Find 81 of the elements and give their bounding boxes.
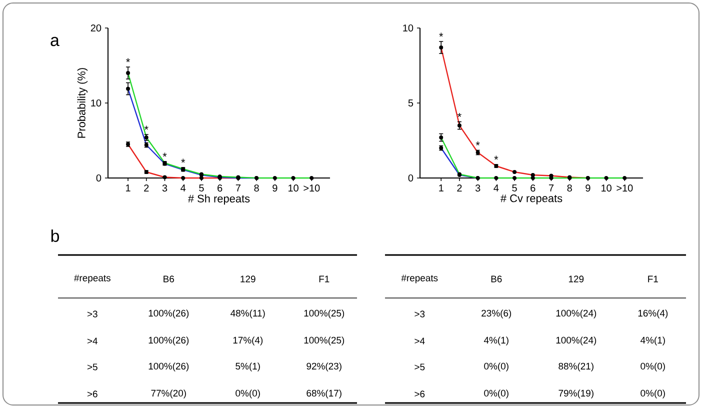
category-label: 129 <box>568 276 584 282</box>
x-tick-label: 4 <box>180 184 186 192</box>
x-axis-title: # Cv repeats <box>500 194 562 204</box>
text: 77%(20) <box>151 390 186 398</box>
category-label: >6 <box>414 390 425 398</box>
x-tick-label: 7 <box>236 184 240 192</box>
x-tick-label: 8 <box>567 184 572 192</box>
category-label: F1 <box>648 276 658 282</box>
text: 100%(24) <box>556 310 596 318</box>
text: 0%(0) <box>640 390 665 398</box>
annotation: * <box>458 113 462 117</box>
x-tick-label: 5 <box>199 184 204 192</box>
annotation: * <box>144 126 148 130</box>
y-tick-label: 5 <box>408 100 414 106</box>
y-tick-label: 10 <box>91 99 102 107</box>
chart-title: a <box>50 36 60 46</box>
x-tick-label: >10 <box>304 184 320 192</box>
y-tick-label: 0 <box>408 174 414 182</box>
annotation: * <box>476 142 480 146</box>
text: #repeats <box>74 274 110 284</box>
text: 16%(4) <box>638 310 668 318</box>
category-label: >6 <box>87 390 98 398</box>
category-label: 129 <box>240 276 256 282</box>
text: 100%(25) <box>304 310 344 318</box>
x-tick-label: 3 <box>475 184 480 192</box>
text: 88%(21) <box>558 362 594 372</box>
text: 100%(24) <box>556 336 596 346</box>
category-label: >3 <box>414 310 425 318</box>
category-label: >5 <box>87 364 98 370</box>
category-label: B6 <box>164 276 174 282</box>
text: 0%(0) <box>484 362 508 372</box>
category-label: F1 <box>319 276 330 282</box>
x-tick-label: 6 <box>218 184 222 192</box>
x-tick-label: 1 <box>126 184 130 192</box>
category-label: B6 <box>491 276 502 282</box>
text: #repeats <box>401 274 438 284</box>
text: 17%(4) <box>233 336 263 346</box>
x-tick-label: 2 <box>144 184 149 192</box>
x-tick-label: 3 <box>162 184 168 192</box>
category-label: >4 <box>414 338 425 344</box>
annotation: * <box>494 156 498 160</box>
text: 23%(6) <box>482 310 512 318</box>
text: 48%(11) <box>230 310 265 318</box>
annotation: * <box>162 152 167 157</box>
text: 79%(19) <box>558 390 594 398</box>
text: 100%(26) <box>148 336 189 346</box>
x-tick-label: 4 <box>494 184 499 192</box>
x-tick-label: 9 <box>586 184 590 192</box>
x-tick-label: 8 <box>254 184 259 192</box>
text: 100%(26) <box>148 362 189 372</box>
text: 100%(26) <box>148 310 189 318</box>
text: 4%(1) <box>640 336 665 346</box>
x-tick-label: 9 <box>272 184 278 192</box>
annotation: * <box>181 158 186 163</box>
category-label: >5 <box>414 364 425 370</box>
annotation: * <box>439 32 444 37</box>
x-tick-label: 6 <box>530 184 536 192</box>
text: 0%(0) <box>484 390 508 398</box>
text: 4%(1) <box>484 336 508 346</box>
x-tick-label: 10 <box>288 184 298 192</box>
annotation: * <box>126 58 130 62</box>
y-tick-label: 10 <box>403 24 414 32</box>
x-tick-label: >10 <box>616 184 633 192</box>
text: 0%(0) <box>236 390 260 398</box>
y-tick-label: 0 <box>96 174 102 182</box>
text: 100%(25) <box>304 336 344 346</box>
text: 68%(17) <box>306 390 342 398</box>
x-axis-title: # Sh repeats <box>188 194 250 205</box>
x-tick-label: 10 <box>602 184 612 192</box>
text: 0%(0) <box>640 362 665 372</box>
y-tick-label: 20 <box>90 24 102 32</box>
x-tick-label: 7 <box>548 184 554 192</box>
category-label: >4 <box>87 338 98 344</box>
text: 92%(23) <box>306 362 342 372</box>
category-label: >3 <box>87 310 98 318</box>
x-tick-label: 1 <box>439 184 444 192</box>
text: 5%(1) <box>236 362 260 372</box>
x-tick-label: 5 <box>512 184 517 192</box>
y-axis-title: Probability (%) <box>77 68 88 138</box>
text: b <box>51 230 60 242</box>
x-tick-label: 2 <box>457 184 462 192</box>
